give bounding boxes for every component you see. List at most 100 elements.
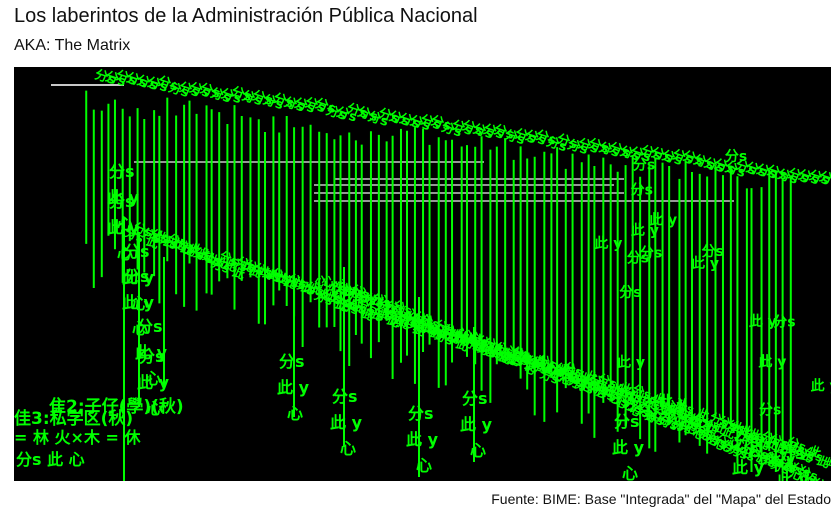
node-label-scatter: 分s: [725, 149, 747, 165]
band-label: 分s: [534, 127, 559, 149]
node-label: 此 y: [330, 413, 363, 432]
band-label: 分s: [124, 70, 149, 92]
node-label-scatter: 此 y: [617, 354, 645, 371]
band-label: 分s: [271, 90, 296, 112]
node-label: 心: [416, 456, 432, 475]
node-label: 心: [132, 319, 148, 338]
band-label: 分s: [565, 136, 590, 158]
node-label-scatter: 此 y: [811, 377, 831, 394]
band-label: 分s: [166, 79, 191, 101]
node-label-scatter: 此 y: [767, 451, 795, 468]
node-label: 分s: [462, 389, 488, 408]
node-label-scatter: 分s: [773, 315, 795, 331]
band-label: 分s: [219, 86, 244, 108]
band-label: 分s: [313, 95, 338, 117]
node-label: 此 y: [122, 293, 155, 312]
legend-text: 佳3:私学区(秋): [14, 408, 133, 429]
band-label: 分s: [576, 135, 601, 157]
band-label: 分s: [607, 139, 632, 161]
band-label: 分s: [523, 127, 548, 149]
node-label: 此 y: [277, 378, 310, 397]
node-label-scatter: 分s: [627, 250, 649, 266]
band-label: 分s: [261, 92, 286, 114]
band-label: 分s: [733, 157, 758, 179]
node-label: 分s: [614, 412, 640, 431]
node-label: 分s: [124, 267, 150, 286]
band-label: 分s: [460, 117, 485, 139]
band-label: 分s: [775, 166, 800, 188]
band-label: 分s: [198, 80, 223, 102]
node-label: 分s: [124, 242, 150, 261]
band-label: 分s: [229, 84, 254, 106]
plot-panel: 分s 分s 分s 分s 分s 分s 分s 分s 分s 分s 分s 分s 分s 分s 分s 分s 分s 分s 分s 分s…: [14, 67, 831, 481]
band-label: 分s: [702, 155, 727, 177]
band-label: 分s: [177, 79, 202, 101]
node-label-scatter: 此 y: [758, 354, 786, 371]
band-label: 分s: [744, 159, 769, 181]
band-label: 分s: [471, 121, 496, 143]
node-label-scatter: 分s: [640, 245, 662, 261]
band-label: 分s: [355, 104, 380, 126]
band-label: 分s: [660, 147, 685, 169]
band-label: 分s: [807, 167, 831, 189]
node-label: 心: [117, 244, 133, 263]
band-label: 分s: [156, 73, 181, 95]
node-label: 分s: [779, 444, 805, 463]
node-label: 此 y: [122, 268, 155, 287]
band-label: 分s: [691, 152, 716, 174]
node-label: 分s: [408, 404, 434, 423]
band-label: 分s: [796, 167, 821, 189]
band-label: 分s: [103, 68, 128, 90]
node-label: 分s: [279, 352, 305, 371]
node-label-scatter: 分s: [759, 402, 781, 418]
band-label: 分s: [492, 122, 517, 144]
band-label: 分s: [513, 126, 538, 148]
band-label: 分s: [555, 131, 580, 153]
band-label: 分s: [145, 74, 170, 96]
node-label: 分s: [734, 432, 760, 451]
band-label: 分s: [282, 94, 307, 116]
band-label: 分s: [334, 104, 359, 126]
node-label-scatter: 分s: [701, 244, 723, 260]
node-label: 心: [117, 214, 133, 233]
band-label: 分s: [618, 143, 643, 165]
node-label: 心: [287, 404, 303, 423]
node-label: 分s: [109, 162, 135, 181]
band-label: 分s: [397, 110, 422, 132]
node-label-scatter: 此 y: [649, 212, 677, 229]
node-label-scatter: 此 y: [631, 222, 659, 239]
band-label: 分s: [208, 85, 233, 107]
node-label: 心: [145, 369, 161, 388]
source-caption: Fuente: BIME: Base "Integrada" del "Mapa…: [491, 491, 831, 507]
legend-text: 隹2:子仔(學)(秋): [48, 396, 184, 417]
band-label: 分s: [187, 80, 212, 102]
node-label: 此 y: [406, 430, 439, 449]
node-label: 心: [132, 294, 148, 313]
band-label: 分s: [366, 108, 391, 130]
band-label: 分s: [114, 67, 139, 89]
band-label: 分s: [786, 165, 811, 187]
band-label: 分s: [292, 95, 317, 117]
node-label-scatter: 分s: [633, 158, 655, 174]
node-label: 心: [147, 399, 163, 418]
band-label: 分s: [135, 72, 160, 94]
node-label-scatter: 分s: [663, 400, 685, 416]
legend-text: = 林 火×木 = 休: [14, 428, 142, 447]
node-label: 此 y: [107, 188, 140, 207]
band-label: 分s: [303, 95, 328, 117]
node-label: 此 y: [732, 458, 765, 477]
band-label: 分s: [502, 127, 527, 149]
node-label: 此 y: [612, 438, 645, 457]
band-label: 分s: [754, 161, 779, 183]
chart-title: Los laberintos de la Administración Públ…: [14, 5, 478, 27]
band-label: 分s: [418, 112, 443, 134]
node-label-scatter: 此 y: [594, 235, 622, 252]
node-label-scatter: 分s: [631, 183, 653, 199]
node-label: 此 y: [460, 415, 493, 434]
node-label: 心: [622, 464, 638, 481]
node-label-scatter: 此 y: [691, 255, 719, 272]
band-label: 分s: [681, 148, 706, 170]
node-label: 此 y: [107, 218, 140, 237]
band-label: 分s: [439, 119, 464, 141]
node-label: 分s: [109, 192, 135, 211]
